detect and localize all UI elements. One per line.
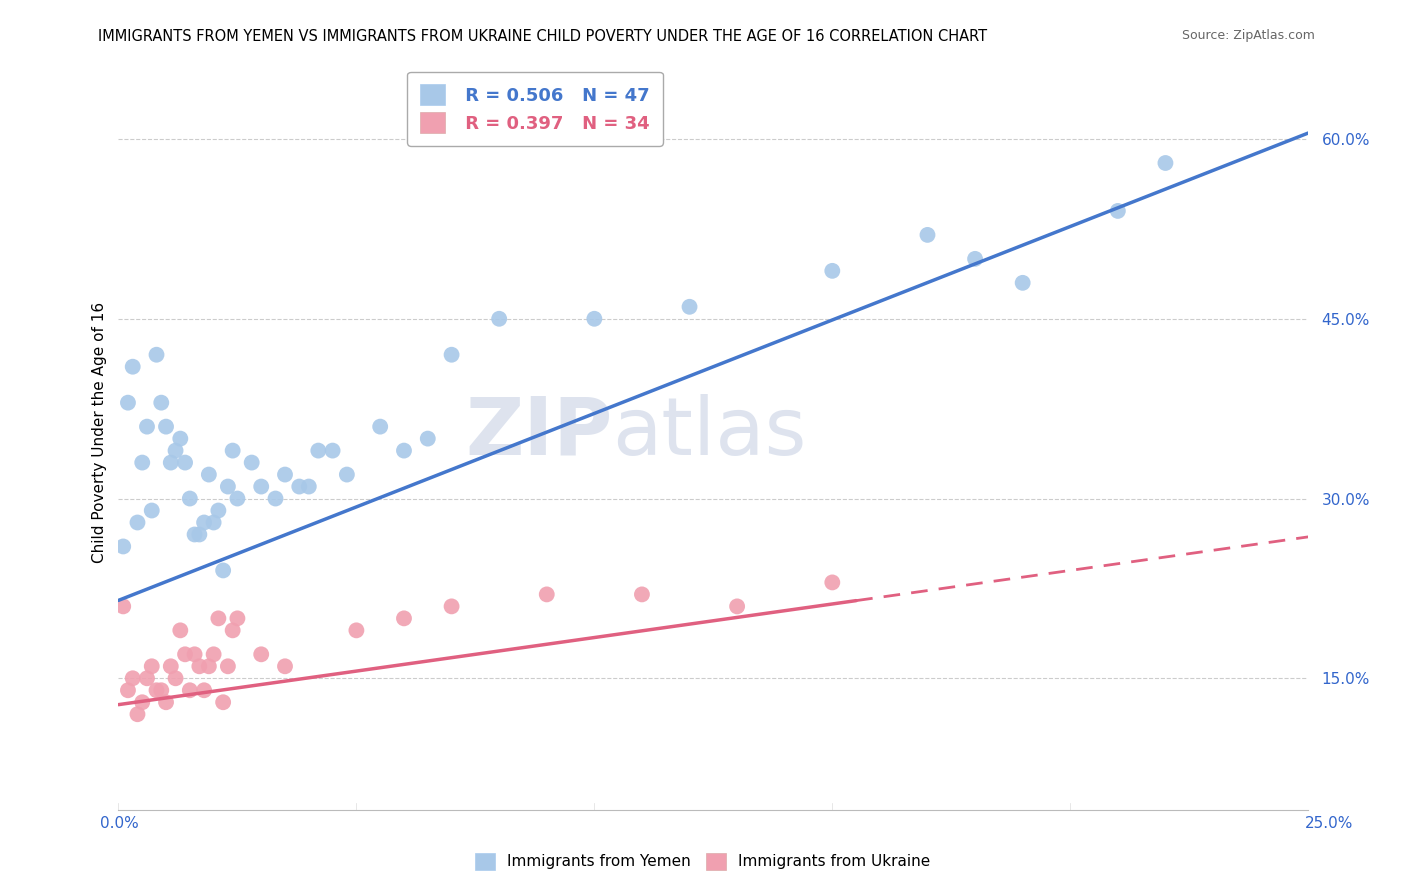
Point [193,516,215,530]
Point [117,395,139,409]
Point [112,599,135,614]
Point [179,491,201,506]
Point [136,671,159,685]
Point [392,443,415,458]
Point [536,587,558,601]
Point [821,264,844,278]
Point [127,707,149,722]
Point [121,359,143,374]
Point [169,432,191,446]
Point [212,695,235,709]
Point [344,624,367,638]
Point [145,348,167,362]
Point [217,659,239,673]
Point [150,683,173,698]
Point [322,443,344,458]
Point [274,467,297,482]
Point [440,348,463,362]
Text: ZIP: ZIP [465,393,612,472]
Point [169,624,191,638]
Point [226,491,249,506]
Point [179,683,201,698]
Point [202,516,225,530]
Point [336,467,359,482]
Point [207,503,229,517]
Point [131,695,153,709]
Point [174,456,197,470]
Point [165,443,187,458]
Point [131,456,153,470]
Point [202,648,225,662]
Point [188,527,211,541]
Point [965,252,987,266]
Point [226,611,249,625]
Point [264,491,287,506]
Point [488,311,510,326]
Text: atlas: atlas [612,393,807,472]
Point [150,395,173,409]
Point [368,419,391,434]
Point [392,611,415,625]
Point [188,659,211,673]
Point [1154,156,1177,170]
Point [183,527,205,541]
Point [307,443,329,458]
Point [127,516,149,530]
Point [198,659,221,673]
Legend:  R = 0.506   N = 47,  R = 0.397   N = 34: R = 0.506 N = 47, R = 0.397 N = 34 [408,71,662,146]
Point [155,419,177,434]
Legend: Immigrants from Yemen, Immigrants from Ukraine: Immigrants from Yemen, Immigrants from U… [468,846,938,877]
Point [274,659,297,673]
Point [198,467,221,482]
Y-axis label: Child Poverty Under the Age of 16: Child Poverty Under the Age of 16 [93,302,107,563]
Point [136,419,159,434]
Point [174,648,197,662]
Point [121,671,143,685]
Point [207,611,229,625]
Point [193,683,215,698]
Point [183,648,205,662]
Point [217,479,239,493]
Point [141,503,163,517]
Point [212,563,235,577]
Point [159,456,181,470]
Point [298,479,321,493]
Point [221,624,243,638]
Point [288,479,311,493]
Point [240,456,263,470]
Text: 0.0%: 0.0% [100,816,139,830]
Point [821,575,844,590]
Point [141,659,163,673]
Point [1107,203,1129,218]
Point [155,695,177,709]
Point [678,300,700,314]
Point [165,671,187,685]
Point [725,599,748,614]
Point [250,648,273,662]
Point [416,432,439,446]
Point [145,683,167,698]
Point [112,540,135,554]
Text: IMMIGRANTS FROM YEMEN VS IMMIGRANTS FROM UKRAINE CHILD POVERTY UNDER THE AGE OF : IMMIGRANTS FROM YEMEN VS IMMIGRANTS FROM… [98,29,987,44]
Point [221,443,243,458]
Text: 25.0%: 25.0% [1305,816,1353,830]
Point [631,587,654,601]
Point [250,479,273,493]
Text: Source: ZipAtlas.com: Source: ZipAtlas.com [1181,29,1315,42]
Point [917,227,939,242]
Point [1011,276,1033,290]
Point [159,659,181,673]
Point [117,683,139,698]
Point [583,311,606,326]
Point [440,599,463,614]
